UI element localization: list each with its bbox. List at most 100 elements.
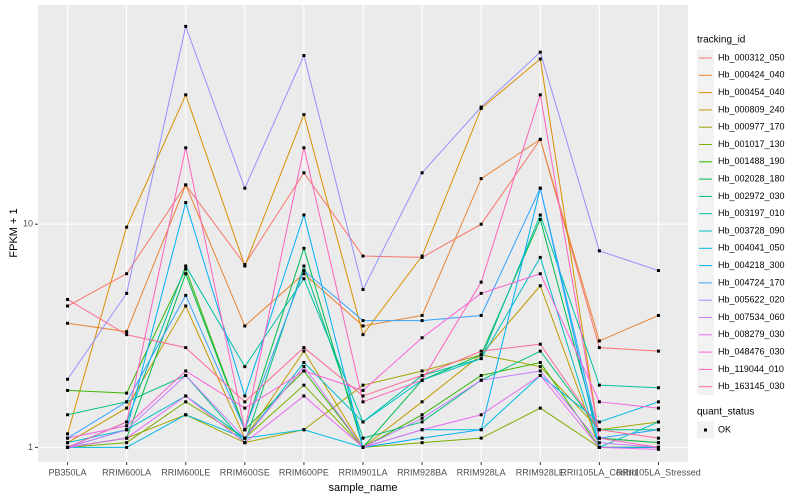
legend-title: tracking_id — [697, 35, 745, 46]
point — [361, 420, 365, 424]
point — [66, 388, 70, 392]
point — [656, 447, 660, 451]
point — [538, 186, 542, 190]
point — [302, 113, 306, 117]
point — [597, 420, 601, 424]
shape-legend-title: quant_status — [697, 407, 754, 418]
legend-label: Hb_003197_010 — [718, 208, 785, 218]
point — [538, 369, 542, 373]
point — [479, 378, 483, 382]
point — [361, 388, 365, 392]
point — [538, 349, 542, 353]
point — [538, 137, 542, 141]
point — [420, 416, 424, 420]
point — [479, 177, 483, 181]
point — [361, 324, 365, 328]
point — [479, 222, 483, 226]
point — [66, 413, 70, 417]
point — [538, 50, 542, 54]
legend-label: Hb_004218_300 — [718, 260, 785, 270]
legend-label: Hb_001017_130 — [718, 139, 785, 149]
x-tick-label: RRIM928LE — [516, 467, 565, 477]
legend-label: Hb_008279_030 — [718, 329, 785, 339]
point — [479, 313, 483, 317]
point — [243, 428, 247, 432]
point — [420, 369, 424, 373]
point — [597, 339, 601, 343]
point — [538, 406, 542, 410]
point — [302, 171, 306, 175]
point — [538, 93, 542, 97]
point — [302, 394, 306, 398]
y-tick-label: 10 — [23, 219, 33, 229]
point — [420, 436, 424, 440]
point — [184, 413, 188, 417]
point — [243, 441, 247, 445]
point — [420, 378, 424, 382]
point — [66, 297, 70, 301]
point — [125, 333, 129, 337]
legend-label: Hb_002972_030 — [718, 191, 785, 201]
point — [479, 413, 483, 417]
point — [125, 441, 129, 445]
point — [302, 246, 306, 250]
point — [656, 313, 660, 317]
point — [184, 93, 188, 97]
point — [184, 267, 188, 271]
point — [538, 217, 542, 221]
legend-label: Hb_163145_030 — [718, 381, 785, 391]
point — [361, 436, 365, 440]
point — [125, 445, 129, 449]
point — [302, 361, 306, 365]
point — [302, 54, 306, 58]
point — [420, 373, 424, 377]
legend-label: Hb_000424_040 — [718, 70, 785, 80]
point — [125, 330, 129, 334]
point — [302, 269, 306, 273]
point — [538, 342, 542, 346]
point — [243, 436, 247, 440]
point — [538, 272, 542, 276]
legend-label: Hb_000312_050 — [718, 52, 785, 62]
point — [361, 287, 365, 291]
point — [66, 321, 70, 325]
point — [656, 445, 660, 449]
x-tick-label: RRIM600LE — [161, 467, 210, 477]
x-tick-label: RRIM600LA — [102, 467, 151, 477]
legend-label: Hb_000809_240 — [718, 104, 785, 114]
point — [125, 225, 129, 229]
point — [184, 201, 188, 205]
point — [361, 254, 365, 258]
point — [66, 436, 70, 440]
legend-label: Hb_000977_170 — [718, 122, 785, 132]
point — [420, 171, 424, 175]
legend-label: Hb_048476_030 — [718, 346, 785, 356]
point — [125, 391, 129, 395]
legend-label: Hb_004041_050 — [718, 243, 785, 253]
point — [479, 428, 483, 432]
x-tick-label: RRII105LA_Stressed — [616, 467, 701, 477]
x-tick-label: RRIM600SE — [220, 467, 270, 477]
point — [302, 383, 306, 387]
point — [420, 420, 424, 424]
point — [66, 445, 70, 449]
point — [420, 319, 424, 323]
x-tick-label: RRIM928BA — [397, 467, 447, 477]
point — [302, 346, 306, 350]
point — [597, 249, 601, 253]
point — [125, 400, 129, 404]
legend-label: Hb_007534_060 — [718, 312, 785, 322]
point — [479, 349, 483, 353]
point — [656, 269, 660, 273]
point — [184, 24, 188, 28]
point — [538, 255, 542, 259]
point — [479, 436, 483, 440]
point — [361, 400, 365, 404]
point — [125, 406, 129, 410]
point — [656, 428, 660, 432]
point — [538, 213, 542, 217]
point — [302, 277, 306, 281]
y-axis-label: FPKM + 1 — [8, 208, 20, 257]
point — [302, 272, 306, 276]
